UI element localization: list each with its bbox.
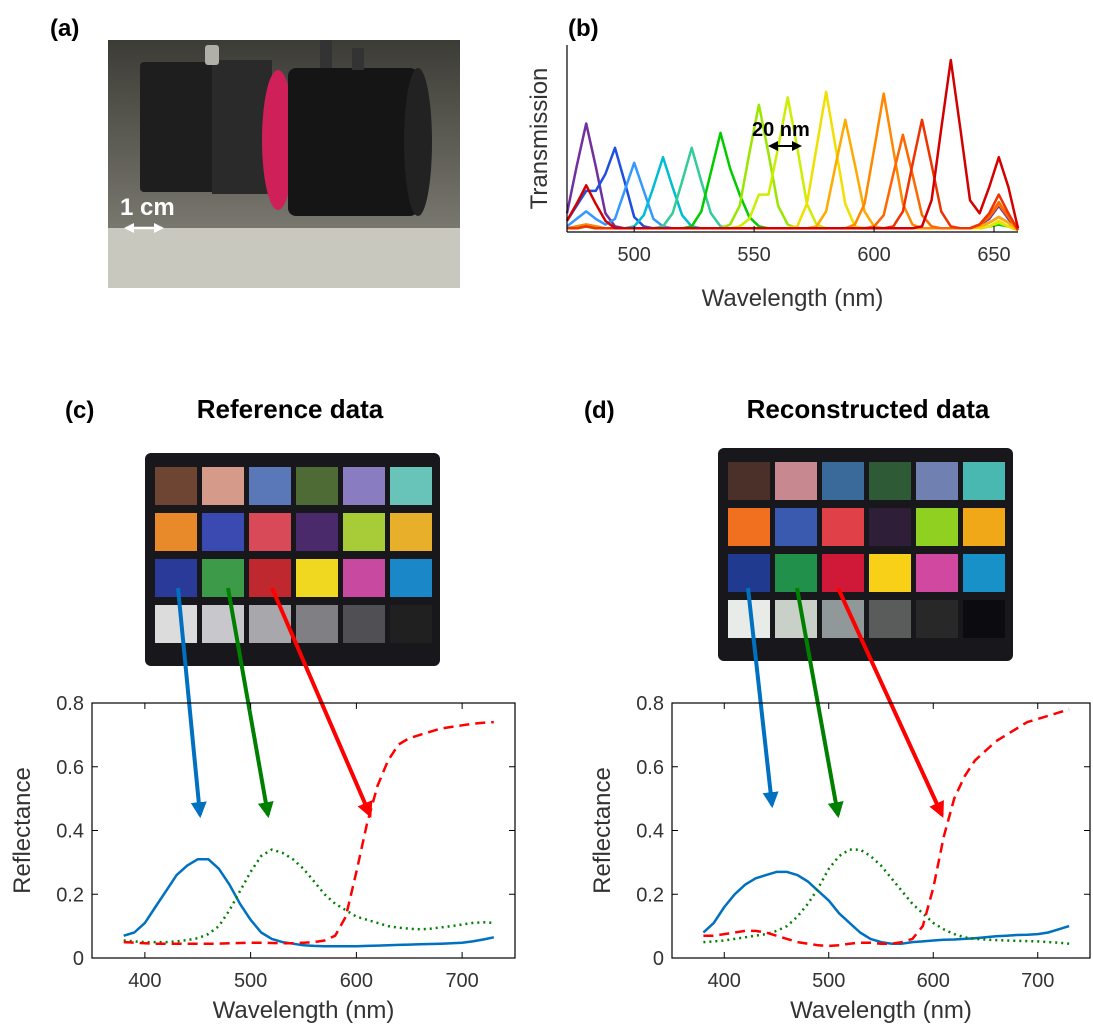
checker-patch xyxy=(296,467,338,505)
checker-patch xyxy=(775,600,817,638)
series-line xyxy=(703,708,1070,948)
x-axis-label: Wavelength (nm) xyxy=(213,997,395,1024)
checker-patch xyxy=(775,508,817,546)
checker-patch xyxy=(963,554,1005,592)
checker-patch xyxy=(728,462,770,500)
panel-title: Reference data xyxy=(197,394,384,424)
scale-label: 1 cm xyxy=(120,194,175,221)
y-tick-label: 0.2 xyxy=(56,884,84,906)
checker-patch xyxy=(916,462,958,500)
checker-patch xyxy=(202,559,244,597)
checker-patch xyxy=(916,554,958,592)
x-axis-label: Wavelength (nm) xyxy=(702,285,884,312)
checker-patch xyxy=(202,467,244,505)
x-tick-label: 600 xyxy=(857,244,890,266)
series-line xyxy=(123,848,494,944)
checker-patch xyxy=(249,467,291,505)
color-checker xyxy=(718,448,1013,661)
series-line xyxy=(567,90,1019,232)
series-line xyxy=(702,870,1070,945)
checker-patch xyxy=(775,462,817,500)
checker-patch xyxy=(869,600,911,638)
checker-patch xyxy=(963,508,1005,546)
y-tick-label: 0 xyxy=(653,948,664,970)
checker-patch xyxy=(155,559,197,597)
checker-patch xyxy=(249,559,291,597)
x-tick-label: 500 xyxy=(234,970,267,992)
x-tick-label: 600 xyxy=(340,970,373,992)
x-tick-label: 600 xyxy=(917,970,950,992)
checker-patch xyxy=(296,559,338,597)
panel-title: Reconstructed data xyxy=(747,394,990,424)
x-tick-label: 700 xyxy=(445,970,478,992)
checker-patch xyxy=(343,467,385,505)
checker-patch xyxy=(963,600,1005,638)
y-tick-label: 0 xyxy=(73,948,84,970)
checker-patch xyxy=(822,508,864,546)
arrows xyxy=(176,587,944,819)
checker-patch xyxy=(343,559,385,597)
x-tick-label: 650 xyxy=(977,244,1010,266)
x-tick-label: 500 xyxy=(617,244,650,266)
panel-label: (b) xyxy=(568,15,599,42)
x-tick-label: 400 xyxy=(128,970,161,992)
checker-patch xyxy=(390,467,432,505)
panel-label: (c) xyxy=(65,397,94,424)
checker-patch xyxy=(822,462,864,500)
checker-patch xyxy=(916,508,958,546)
checker-patch xyxy=(728,508,770,546)
series-line xyxy=(565,146,1019,232)
x-tick-label: 500 xyxy=(812,970,845,992)
y-tick-label: 0.8 xyxy=(636,693,664,715)
y-tick-label: 0.2 xyxy=(636,884,664,906)
checker-patch xyxy=(249,605,291,643)
checker-patch xyxy=(728,554,770,592)
series-line xyxy=(123,720,494,945)
y-tick-label: 0.8 xyxy=(56,693,84,715)
x-tick-label: 400 xyxy=(708,970,741,992)
series-line xyxy=(566,161,1019,232)
x-tick-label: 700 xyxy=(1021,970,1054,992)
y-axis-label: Reflectance xyxy=(589,767,616,894)
checker-patch xyxy=(869,554,911,592)
checker-patch xyxy=(155,467,197,505)
x-tick-label: 550 xyxy=(737,244,770,266)
x-axis-label: Wavelength (nm) xyxy=(790,997,972,1024)
checker-patch xyxy=(822,554,864,592)
checker-patch xyxy=(869,462,911,500)
checker-patch xyxy=(343,605,385,643)
annotation: 20 nm xyxy=(752,119,810,141)
y-axis-label: Reflectance xyxy=(9,767,36,894)
checker-patch xyxy=(869,508,911,546)
series-line xyxy=(565,58,1020,230)
checker-patch xyxy=(249,513,291,551)
y-tick-label: 0.6 xyxy=(636,757,664,779)
checker-patch xyxy=(296,513,338,551)
series-line xyxy=(703,848,1070,945)
y-tick-label: 0.4 xyxy=(636,821,664,843)
panel-label: (d) xyxy=(584,397,615,424)
checker-patch xyxy=(390,513,432,551)
color-checker xyxy=(145,453,440,666)
checker-patch xyxy=(390,605,432,643)
camera-photo xyxy=(108,40,460,288)
y-tick-label: 0.6 xyxy=(56,757,84,779)
checker-patch xyxy=(775,554,817,592)
y-axis-label: Transmission xyxy=(526,68,553,210)
checker-patch xyxy=(155,605,197,643)
plot-frame xyxy=(671,702,1091,959)
panel-label: (a) xyxy=(50,15,79,42)
checker-patch xyxy=(155,513,197,551)
y-tick-label: 0.4 xyxy=(56,821,84,843)
checker-patch xyxy=(343,513,385,551)
series-line xyxy=(123,857,495,948)
checker-patch xyxy=(916,600,958,638)
checker-patch xyxy=(296,605,338,643)
checker-patch xyxy=(202,513,244,551)
plot-frame xyxy=(91,702,516,959)
checker-patch xyxy=(390,559,432,597)
checker-patch xyxy=(963,462,1005,500)
